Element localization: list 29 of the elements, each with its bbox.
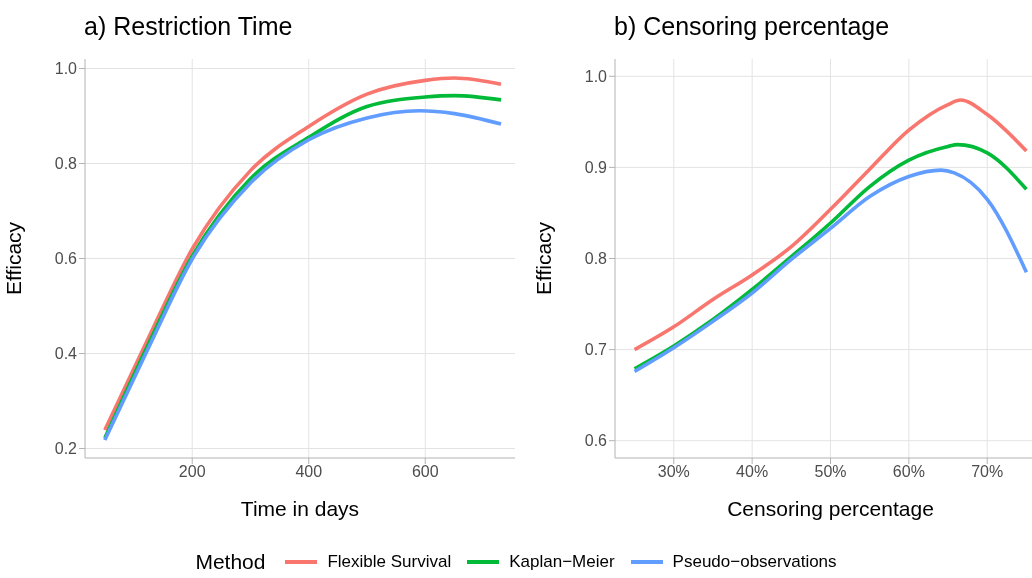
x-tick-label: 400 bbox=[295, 463, 323, 481]
y-tick-label: 0.9 bbox=[584, 159, 608, 177]
x-tick-label: 200 bbox=[178, 463, 206, 481]
legend-label: Kaplan−Meier bbox=[509, 552, 615, 572]
y-tick-label: 1.0 bbox=[584, 67, 608, 85]
y-tick-label: 0.8 bbox=[584, 250, 608, 268]
legend-title: Method bbox=[195, 550, 266, 574]
x-tick-label: 30% bbox=[657, 463, 690, 481]
x-tick-label: 50% bbox=[814, 463, 847, 481]
x-tick-label: 60% bbox=[892, 463, 925, 481]
x-axis-title: Time in days bbox=[240, 497, 360, 520]
y-tick-label: 0.6 bbox=[584, 432, 608, 450]
y-tick-label: 0.6 bbox=[54, 250, 78, 268]
x-tick-label: 40% bbox=[736, 463, 769, 481]
x-tick-label: 70% bbox=[971, 463, 1004, 481]
y-tick-label: 0.4 bbox=[54, 345, 78, 363]
x-axis-title: Censoring percentage bbox=[727, 497, 934, 520]
line-series bbox=[632, 98, 1029, 352]
y-axis-title: Efficacy bbox=[2, 221, 26, 296]
y-axis-title: Efficacy bbox=[532, 221, 556, 296]
y-tick-label: 0.7 bbox=[584, 341, 608, 359]
chart-title: b) Censoring percentage bbox=[614, 12, 890, 41]
y-tick-label: 0.2 bbox=[54, 440, 78, 458]
y-tick-label: 0.8 bbox=[54, 155, 78, 173]
x-tick-label: 600 bbox=[411, 463, 439, 481]
chart-title: a) Restriction Time bbox=[84, 12, 293, 41]
y-tick-label: 1.0 bbox=[54, 60, 78, 78]
legend-label: Pseudo−observations bbox=[672, 552, 837, 572]
legend-label: Flexible Survival bbox=[327, 552, 452, 572]
